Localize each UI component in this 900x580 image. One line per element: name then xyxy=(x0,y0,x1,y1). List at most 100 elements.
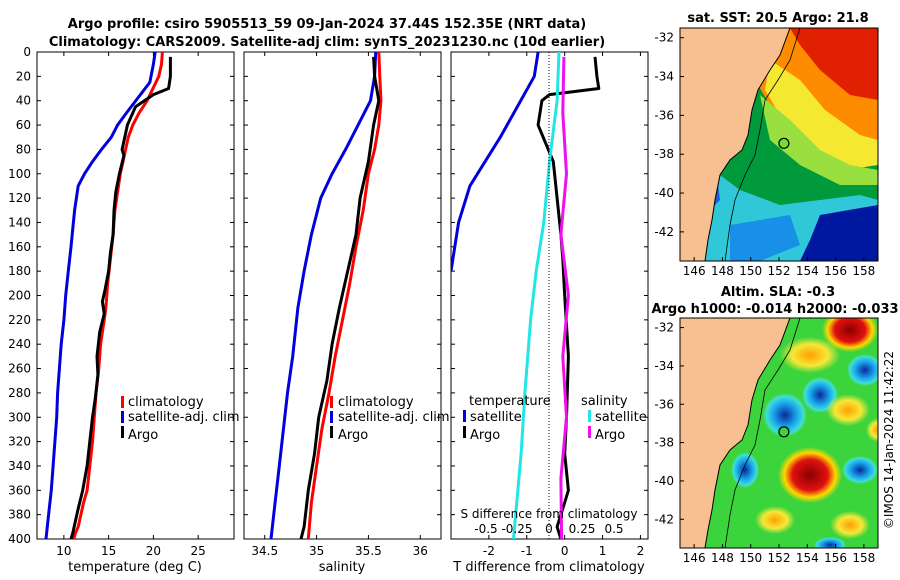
y-tick-label: 80 xyxy=(16,142,31,156)
map-y-tick-label: -32 xyxy=(654,31,674,45)
salinity-difference-xlabel: S difference from climatology xyxy=(461,507,638,521)
map-x-tick-label: 156 xyxy=(824,264,847,278)
series-line-climatology xyxy=(306,52,383,539)
y-tick-label: 260 xyxy=(8,362,31,376)
y-tick-label: 320 xyxy=(8,435,31,449)
map-x-tick-label: 150 xyxy=(739,551,762,565)
map-y-tick-label: -42 xyxy=(654,225,674,239)
temperature-xlabel: temperature (deg C) xyxy=(68,560,202,575)
sla-eddy xyxy=(755,506,795,534)
legend-swatch-climatology xyxy=(330,396,333,408)
legend-swatch-satellite xyxy=(330,411,333,423)
x-tick-label: -2 xyxy=(483,544,495,558)
y-tick-label: 400 xyxy=(8,532,31,546)
legend-label-s-satellite: satellite xyxy=(595,410,647,425)
legend-label-t-satellite: satellite xyxy=(470,410,522,425)
legend-swatch-s-argo xyxy=(588,426,591,438)
legend-label-s-argo: Argo xyxy=(595,428,625,443)
sla-eddy xyxy=(826,394,870,426)
x-tick-label: 36 xyxy=(413,544,428,558)
sla-eddy xyxy=(731,452,759,488)
map-x-tick-label: 146 xyxy=(683,264,706,278)
series-line-argo xyxy=(69,56,172,539)
x-tick-label: 2 xyxy=(637,544,645,558)
sla-eddy xyxy=(814,537,846,548)
x-tick-label: 20 xyxy=(146,544,161,558)
map-y-tick-label: -34 xyxy=(654,70,674,84)
sla-map-title1: Altim. SLA: -0.3 xyxy=(721,285,835,300)
x-tick-label: 34.5 xyxy=(251,544,278,558)
sla-eddy-ne xyxy=(822,318,878,352)
legend-swatch-t-satellite xyxy=(463,410,466,422)
salinity-series xyxy=(269,52,383,539)
y-tick-label: 380 xyxy=(8,508,31,522)
sla-eddy-warm xyxy=(778,447,842,503)
x-tick-label: 35.5 xyxy=(355,544,382,558)
series-line-satellite-adj-clim xyxy=(44,52,157,539)
sla-isobath xyxy=(724,318,801,548)
difference-xlabel: T difference from climatology xyxy=(452,560,645,575)
sst-yellow-band xyxy=(765,60,878,170)
map-x-tick-label: 158 xyxy=(852,264,875,278)
y-tick-label: 20 xyxy=(16,69,31,83)
legend-swatch-t-argo xyxy=(463,426,466,438)
y-tick-label: 220 xyxy=(8,313,31,327)
legend-swatch-satellite xyxy=(121,411,124,423)
legend-label-climatology: climatology xyxy=(338,395,414,410)
y-tick-label: 360 xyxy=(8,483,31,497)
sst-argo-marker xyxy=(778,137,790,149)
map-y-tick-label: -38 xyxy=(654,436,674,450)
x-tick-label: 15 xyxy=(101,544,116,558)
map-y-tick-label: -36 xyxy=(654,108,674,122)
series-line-satellite-adj-clim xyxy=(269,52,378,539)
sla-map-title2: Argo h1000: -0.014 h2000: -0.033 xyxy=(651,302,898,317)
figure-title-line1: Argo profile: csiro 5905513_59 09-Jan-20… xyxy=(68,17,586,32)
y-tick-label: 240 xyxy=(8,337,31,351)
temperature-legend: climatology satellite-adj. clim Argo xyxy=(121,395,240,443)
legend-label-climatology: climatology xyxy=(128,395,204,410)
salinity-legend: climatology satellite-adj. clim Argo xyxy=(330,395,450,443)
x-tick-label: -1 xyxy=(521,544,533,558)
y-tick-label: 180 xyxy=(8,264,31,278)
sla-land xyxy=(680,318,790,548)
map-x-tick-label: 154 xyxy=(796,551,819,565)
y-tick-label: 140 xyxy=(8,215,31,229)
y-tick-label: 280 xyxy=(8,386,31,400)
sla-eddy xyxy=(847,354,878,386)
x-tick-label: 25 xyxy=(191,544,206,558)
y-tick-label: 60 xyxy=(16,118,31,132)
top-tick-label: -0.25 xyxy=(501,522,532,536)
series-line-argo xyxy=(299,56,381,539)
sst-map xyxy=(680,28,878,261)
map-y-tick-label: -40 xyxy=(654,186,674,200)
y-tick-label: 100 xyxy=(8,167,31,181)
figure-title-line2: Climatology: CARS2009. Satellite-adj cli… xyxy=(49,35,605,50)
map-x-tick-label: 156 xyxy=(824,551,847,565)
temperature-series xyxy=(44,52,172,539)
series-line-salinity-argo xyxy=(559,56,570,539)
y-tick-label: 0 xyxy=(23,45,31,59)
top-tick-label: -0.5 xyxy=(474,522,497,536)
map-x-tick-label: 152 xyxy=(768,551,791,565)
legend-label-argo: Argo xyxy=(338,428,368,443)
map-x-tick-label: 152 xyxy=(768,264,791,278)
sst-cool-patch xyxy=(730,215,800,261)
map-x-tick-label: 158 xyxy=(852,551,875,565)
legend-swatch-argo xyxy=(330,426,333,438)
x-tick-label: 0 xyxy=(561,544,569,558)
sla-eddy xyxy=(866,418,878,442)
temperature-plot-frame xyxy=(36,51,235,540)
legend-title-salinity: salinity xyxy=(581,394,628,409)
legend-swatch-argo xyxy=(121,426,124,438)
legend-swatch-s-satellite xyxy=(588,410,591,422)
map-x-tick-label: 148 xyxy=(711,264,734,278)
top-tick-label: 0 xyxy=(545,522,553,536)
difference-legend: temperature satellite Argo salinity sate… xyxy=(463,394,647,443)
map-y-tick-label: -36 xyxy=(654,397,674,411)
y-tick-label: 300 xyxy=(8,410,31,424)
map-y-tick-label: -32 xyxy=(654,321,674,335)
top-tick-label: 0.5 xyxy=(604,522,623,536)
y-tick-label: 120 xyxy=(8,191,31,205)
sst-hot-region xyxy=(790,28,878,100)
